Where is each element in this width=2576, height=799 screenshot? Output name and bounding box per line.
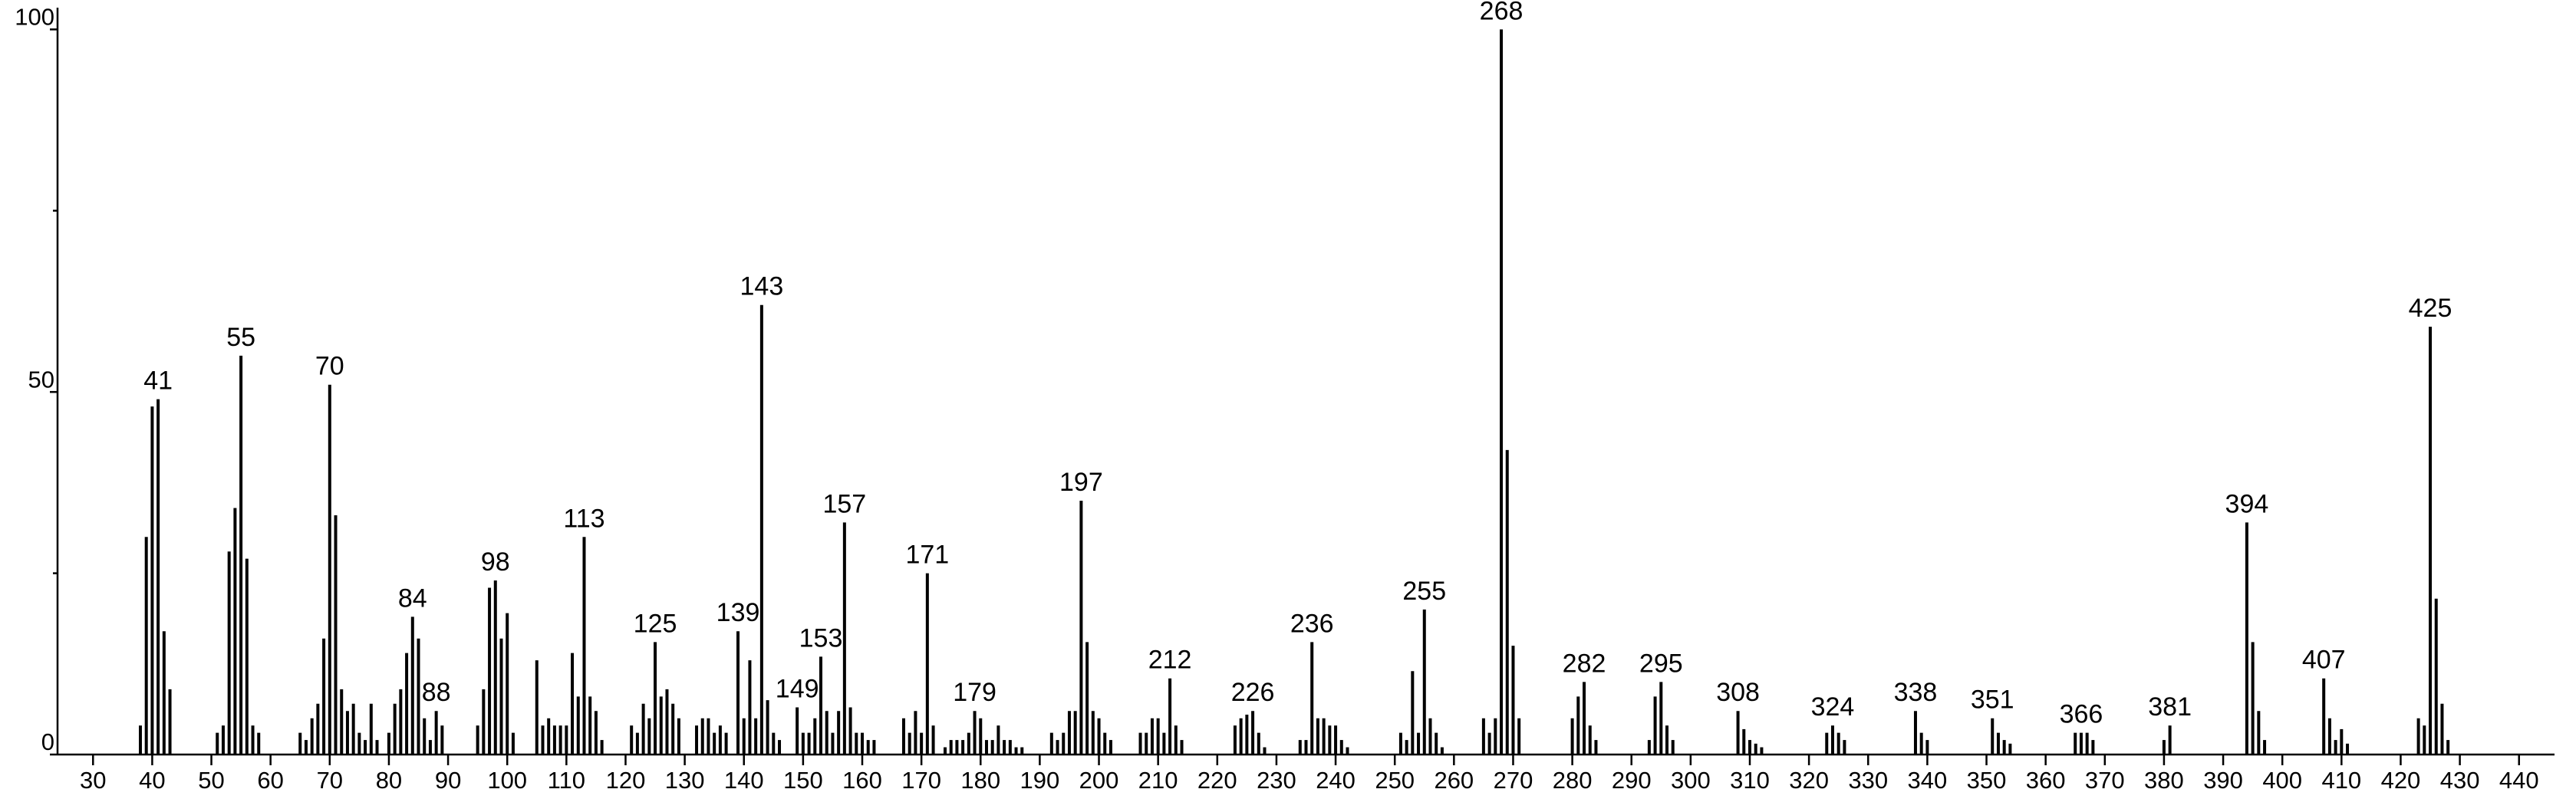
peak-label: 425 bbox=[2409, 294, 2452, 323]
x-tick-label: 110 bbox=[548, 767, 585, 794]
x-tick-label: 340 bbox=[1908, 767, 1948, 794]
peak-label: 308 bbox=[1716, 678, 1760, 707]
x-tick-label: 80 bbox=[376, 767, 402, 794]
x-tick-label: 130 bbox=[665, 767, 705, 794]
peak-label: 70 bbox=[315, 352, 344, 381]
x-tick-label: 350 bbox=[1967, 767, 2007, 794]
y-tick-label: 0 bbox=[41, 728, 54, 755]
x-tick-label: 220 bbox=[1197, 767, 1237, 794]
peak-label: 407 bbox=[2302, 646, 2346, 675]
x-tick-label: 390 bbox=[2203, 767, 2243, 794]
x-tick-label: 370 bbox=[2085, 767, 2125, 794]
peak-label: 197 bbox=[1059, 468, 1103, 497]
peak-label: 157 bbox=[822, 489, 866, 518]
peak-label: 98 bbox=[481, 547, 510, 577]
peak-label: 149 bbox=[776, 675, 819, 704]
x-tick-label: 40 bbox=[139, 767, 165, 794]
x-tick-label: 90 bbox=[435, 767, 461, 794]
x-tick-label: 150 bbox=[783, 767, 823, 794]
x-tick-label: 60 bbox=[257, 767, 283, 794]
x-tick-label: 330 bbox=[1848, 767, 1888, 794]
x-tick-label: 70 bbox=[317, 767, 343, 794]
peak-label: 84 bbox=[398, 584, 427, 613]
x-tick-label: 210 bbox=[1138, 767, 1178, 794]
peak-label: 171 bbox=[905, 541, 949, 570]
x-tick-label: 100 bbox=[487, 767, 527, 794]
peak-label: 268 bbox=[1480, 0, 1524, 25]
x-tick-label: 180 bbox=[960, 767, 1000, 794]
peak-label: 143 bbox=[740, 272, 784, 301]
x-tick-label: 380 bbox=[2144, 767, 2184, 794]
x-tick-label: 360 bbox=[2026, 767, 2066, 794]
peak-label: 41 bbox=[143, 367, 173, 396]
peak-label: 113 bbox=[563, 504, 604, 533]
x-tick-label: 160 bbox=[842, 767, 882, 794]
x-tick-label: 400 bbox=[2262, 767, 2302, 794]
peak-label: 153 bbox=[799, 623, 843, 653]
x-tick-label: 50 bbox=[198, 767, 224, 794]
peak-label: 125 bbox=[634, 609, 677, 638]
y-tick-label: 50 bbox=[28, 366, 54, 393]
x-tick-label: 250 bbox=[1375, 767, 1415, 794]
peak-label: 282 bbox=[1563, 649, 1606, 678]
x-tick-label: 260 bbox=[1434, 767, 1474, 794]
peak-label: 381 bbox=[2148, 692, 2192, 722]
x-tick-label: 240 bbox=[1316, 767, 1356, 794]
peak-label: 139 bbox=[716, 598, 760, 627]
x-tick-label: 440 bbox=[2499, 767, 2539, 794]
peak-label: 394 bbox=[2225, 489, 2269, 518]
x-tick-label: 280 bbox=[1553, 767, 1593, 794]
y-tick-label: 100 bbox=[15, 4, 54, 31]
x-tick-label: 300 bbox=[1671, 767, 1711, 794]
peak-label: 55 bbox=[226, 323, 255, 352]
peak-label: 212 bbox=[1148, 646, 1192, 675]
x-tick-label: 320 bbox=[1789, 767, 1829, 794]
peak-label: 226 bbox=[1231, 678, 1275, 707]
peak-label: 295 bbox=[1639, 649, 1683, 678]
peak-label: 236 bbox=[1290, 609, 1334, 638]
peak-label: 351 bbox=[1971, 686, 2014, 715]
x-tick-label: 190 bbox=[1020, 767, 1060, 794]
x-tick-label: 270 bbox=[1494, 767, 1533, 794]
x-tick-label: 430 bbox=[2440, 767, 2480, 794]
x-tick-label: 420 bbox=[2381, 767, 2421, 794]
x-tick-label: 140 bbox=[724, 767, 764, 794]
x-tick-label: 170 bbox=[901, 767, 941, 794]
peak-label: 338 bbox=[1894, 678, 1938, 707]
peak-label: 88 bbox=[422, 678, 451, 707]
peak-label: 255 bbox=[1402, 577, 1446, 606]
x-tick-label: 310 bbox=[1730, 767, 1770, 794]
x-tick-label: 230 bbox=[1257, 767, 1296, 794]
x-tick-label: 290 bbox=[1612, 767, 1652, 794]
peak-label: 366 bbox=[2060, 700, 2103, 729]
x-tick-label: 410 bbox=[2321, 767, 2361, 794]
peak-label: 179 bbox=[953, 678, 996, 707]
peak-label: 324 bbox=[1811, 692, 1855, 722]
x-tick-label: 30 bbox=[80, 767, 106, 794]
x-tick-label: 120 bbox=[606, 767, 646, 794]
x-tick-label: 200 bbox=[1079, 767, 1119, 794]
